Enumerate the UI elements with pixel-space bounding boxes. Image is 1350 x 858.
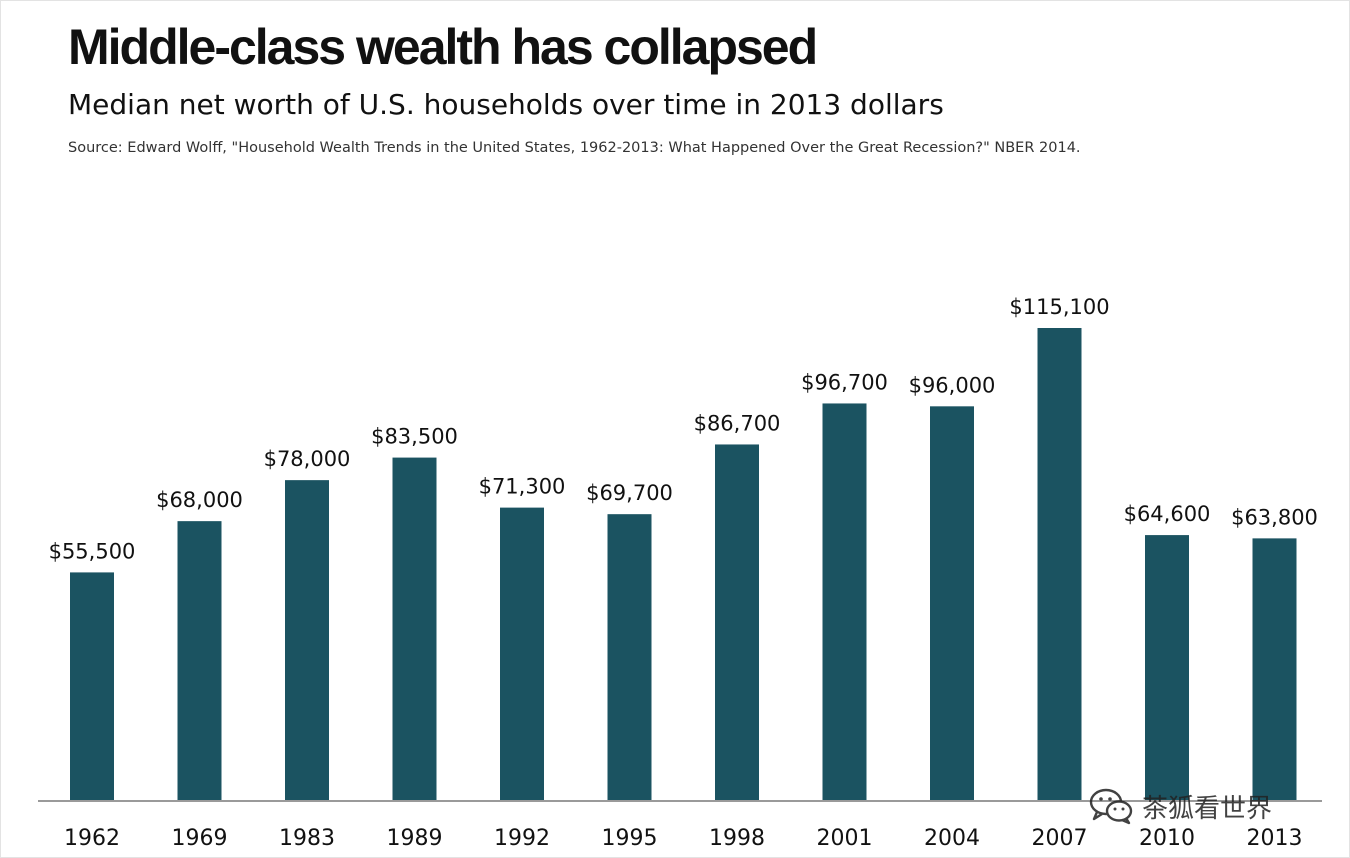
data-label-1992: $71,300	[479, 475, 566, 499]
data-label-1962: $55,500	[49, 539, 136, 563]
bar-1995	[607, 514, 652, 800]
data-label-2010: $64,600	[1124, 502, 1211, 526]
x-tick-2013: 2013	[1247, 826, 1303, 851]
x-tick-1995: 1995	[602, 826, 658, 851]
chart-subtitle: Median net worth of U.S. households over…	[68, 88, 944, 121]
data-label-1983: $78,000	[264, 447, 351, 471]
bar-2007	[1037, 328, 1082, 800]
x-tick-1969: 1969	[172, 826, 228, 851]
x-tick-1983: 1983	[279, 826, 335, 851]
watermark: 茶狐看世界	[1088, 786, 1272, 826]
data-label-1995: $69,700	[586, 481, 673, 505]
data-label-2001: $96,700	[801, 370, 888, 394]
watermark-text: 茶狐看世界	[1142, 793, 1273, 824]
x-tick-2007: 2007	[1032, 826, 1088, 851]
x-tick-1998: 1998	[709, 826, 765, 851]
bar-2001	[822, 403, 867, 800]
data-label-1989: $83,500	[371, 425, 458, 449]
bar-1992	[500, 507, 544, 800]
x-tick-2001: 2001	[817, 826, 873, 851]
data-label-2004: $96,000	[909, 373, 996, 397]
chart-title: Middle-class wealth has collapsed	[68, 19, 818, 75]
data-label-2013: $63,800	[1231, 505, 1318, 529]
x-tick-1992: 1992	[494, 826, 550, 851]
x-tick-2010: 2010	[1139, 826, 1195, 851]
bar-1989	[392, 457, 437, 800]
wechat-icon	[1089, 788, 1133, 825]
data-label-1969: $68,000	[156, 488, 243, 512]
bar-1969	[177, 521, 222, 800]
x-tick-1962: 1962	[64, 826, 120, 851]
bar-2013	[1252, 538, 1297, 800]
data-label-1998: $86,700	[694, 411, 781, 435]
bar-1998	[715, 444, 759, 800]
data-label-2007: $115,100	[1009, 295, 1109, 319]
x-tick-2004: 2004	[924, 826, 980, 851]
bar-2004	[930, 406, 974, 800]
bar-2010	[1145, 535, 1189, 800]
x-tick-1989: 1989	[387, 826, 443, 851]
bar-1962	[70, 572, 114, 800]
source-note: Source: Edward Wolff, "Household Wealth …	[68, 140, 1081, 156]
bar-1983	[285, 480, 329, 800]
